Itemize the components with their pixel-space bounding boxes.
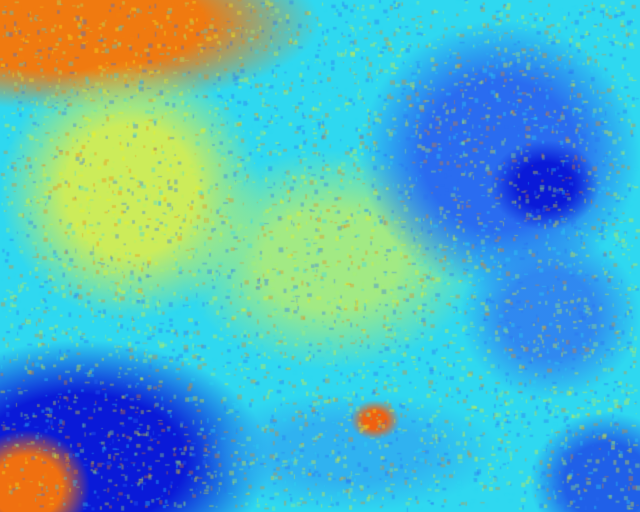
- thermal-image: [0, 0, 640, 512]
- texture-overlay: [0, 0, 640, 512]
